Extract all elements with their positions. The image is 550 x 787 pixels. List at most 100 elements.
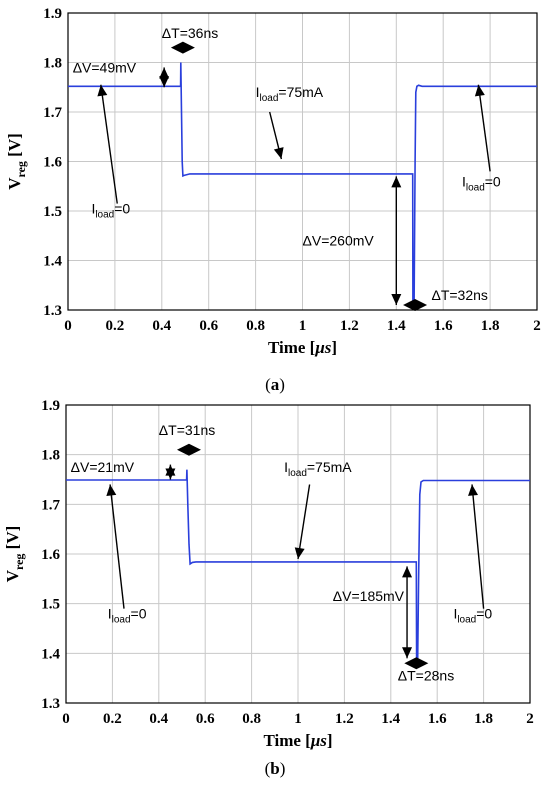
y-tick-label: 1.8 — [43, 56, 62, 72]
annotation-label: Iload=0 — [462, 173, 501, 193]
y-tick-label: 1.6 — [43, 155, 62, 171]
annotation-main: ΔT=28ns — [398, 668, 454, 684]
grid — [67, 12, 538, 311]
x-tick-label: 2 — [526, 711, 534, 727]
x-axis-title-unit: μs — [310, 731, 327, 750]
x-tick-label: 2 — [533, 318, 541, 334]
annotation-tail: =0 — [485, 173, 501, 189]
annotation-main: I — [453, 606, 457, 622]
panel-caption: (b) — [265, 759, 286, 778]
arrow-head — [474, 84, 485, 97]
panel-caption: (a) — [265, 375, 285, 394]
x-tick-label: 0.8 — [242, 711, 261, 727]
y-tick-label: 1.7 — [41, 497, 60, 513]
annotation-main: ΔV=185mV — [333, 588, 405, 604]
y-axis-title-unit: [V] — [3, 526, 22, 554]
caption-open: ( — [265, 759, 271, 778]
x-tick-label: 1.4 — [381, 711, 400, 727]
caption-open: ( — [265, 375, 271, 394]
annotation-label: ΔT=31ns — [159, 422, 215, 438]
diamond-marker — [403, 299, 428, 312]
annotation-sub: load — [457, 615, 476, 626]
plot-frame — [67, 12, 538, 311]
y-tick-label: 1.6 — [41, 547, 60, 563]
arrow-head — [165, 464, 176, 476]
arrow-head — [391, 176, 402, 188]
y-tick-label: 1.9 — [43, 6, 62, 22]
annotation-main: ΔT=31ns — [159, 422, 215, 438]
annotation-label: Iload=0 — [453, 606, 492, 626]
arrow-head — [391, 294, 402, 306]
annotation-tail: =75mA — [278, 84, 323, 100]
annotation-tail: =0 — [476, 606, 492, 622]
arrow-head — [159, 76, 170, 88]
caption-letter: b — [270, 759, 279, 778]
annotation-main: ΔV=49mV — [73, 59, 137, 75]
arrow-shaft — [109, 484, 125, 609]
x-axis-title-end: ] — [331, 338, 337, 357]
annotation-tail: =0 — [131, 606, 147, 622]
annotation-label: ΔV=21mV — [71, 459, 135, 475]
annotation-tail: =0 — [114, 200, 130, 216]
y-axis-title-main: V — [5, 177, 24, 190]
y-tick-label: 1.4 — [43, 254, 62, 270]
annotation-label: ΔT=28ns — [398, 668, 454, 684]
x-axis-title: Time [μs] — [263, 731, 332, 750]
x-tick-label: 0.6 — [199, 318, 218, 334]
annotation-label: ΔV=49mV — [73, 59, 137, 75]
x-axis-title-main: Time [ — [268, 338, 316, 357]
x-tick-label: 0 — [62, 711, 70, 727]
y-axis-title-sub: reg — [14, 161, 28, 177]
annotation-main: ΔT=36ns — [162, 25, 218, 41]
y-tick-label: 1.5 — [43, 204, 62, 220]
x-tick-label: 0.8 — [246, 318, 265, 334]
y-axis-title: Vreg [V] — [5, 133, 28, 190]
x-tick-label: 0 — [64, 318, 72, 334]
plot-frame — [65, 404, 531, 704]
arrow-head — [402, 566, 413, 578]
annotation-label: Iload=75mA — [256, 84, 324, 104]
annotation-label: ΔV=260mV — [303, 233, 375, 249]
y-axis-title-main: V — [3, 569, 22, 582]
x-tick-label: 1.4 — [387, 318, 406, 334]
annotation-main: I — [284, 459, 288, 475]
x-tick-label: 0.2 — [103, 711, 122, 727]
annotation-main: ΔV=260mV — [303, 233, 375, 249]
x-tick-label: 1.8 — [474, 711, 493, 727]
x-tick-label: 1.2 — [335, 711, 354, 727]
annotation-label: ΔV=185mV — [333, 588, 405, 604]
annotation-label: ΔT=32ns — [431, 287, 487, 303]
annotation-sub: load — [288, 468, 307, 479]
x-tick-label: 1 — [294, 711, 302, 727]
annotation-sub: load — [466, 182, 485, 193]
y-tick-label: 1.9 — [41, 398, 60, 414]
x-tick-label: 1.8 — [481, 318, 500, 334]
caption-letter: a — [271, 375, 280, 394]
annotation-label: Iload=75mA — [284, 459, 352, 479]
annotation-sub: load — [112, 615, 131, 626]
chart-panel-b: 0 0.2 0.4 0.6 0.8 1 1.2 1.4 1.6 1.8 2 1.3 1.4 1.5 1.6 1… — [3, 398, 534, 778]
annotation-arrows — [106, 443, 485, 670]
y-axis-title: Vreg [V] — [3, 526, 26, 583]
x-tick-label: 0.2 — [106, 318, 125, 334]
x-tick-label: 0.4 — [149, 711, 168, 727]
annotation-main: I — [91, 200, 95, 216]
annotation-arrows — [97, 41, 491, 312]
x-tick-label: 0.6 — [196, 711, 215, 727]
x-axis-title-end: ] — [327, 731, 333, 750]
y-tick-label: 1.8 — [41, 448, 60, 464]
diamond-marker — [170, 41, 195, 54]
diamond-marker — [404, 657, 429, 670]
annotation-main: I — [462, 173, 466, 189]
caption-close: ) — [280, 759, 286, 778]
y-tick-label: 1.4 — [41, 646, 60, 662]
arrow-shaft — [100, 84, 118, 204]
y-axis-title-sub: reg — [12, 554, 26, 570]
annotation-main: ΔT=32ns — [431, 287, 487, 303]
annotation-sub: load — [95, 209, 114, 220]
annotation-tail: =75mA — [307, 459, 352, 475]
annotation-main: ΔV=21mV — [71, 459, 135, 475]
arrow-shaft — [471, 484, 485, 609]
y-tick-label: 1.3 — [43, 303, 62, 319]
